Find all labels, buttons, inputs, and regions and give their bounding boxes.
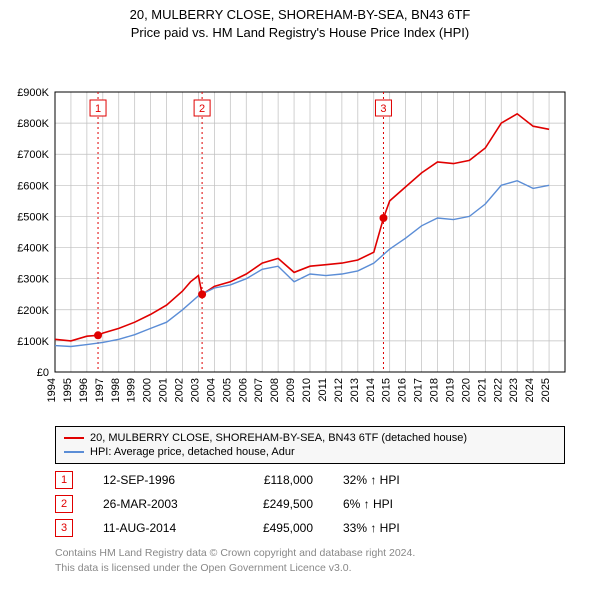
svg-text:2009: 2009 [285, 378, 297, 402]
marker-number: 3 [55, 519, 73, 537]
svg-text:£100K: £100K [17, 336, 49, 348]
svg-text:2011: 2011 [317, 378, 329, 402]
svg-text:1999: 1999 [126, 378, 138, 402]
svg-text:£500K: £500K [17, 212, 49, 224]
transaction-date: 26-MAR-2003 [103, 497, 203, 511]
svg-text:2022: 2022 [492, 378, 504, 402]
svg-text:£800K: £800K [17, 118, 49, 130]
svg-text:2016: 2016 [397, 378, 409, 402]
svg-text:1: 1 [95, 103, 101, 115]
svg-text:2000: 2000 [142, 378, 154, 402]
title-line-1: 20, MULBERRY CLOSE, SHOREHAM-BY-SEA, BN4… [0, 6, 600, 24]
title-line-2: Price paid vs. HM Land Registry's House … [0, 24, 600, 42]
transaction-price: £118,000 [233, 473, 313, 487]
title-block: 20, MULBERRY CLOSE, SHOREHAM-BY-SEA, BN4… [0, 0, 600, 42]
svg-text:2002: 2002 [174, 378, 186, 402]
legend-row-hpi: HPI: Average price, detached house, Adur [64, 445, 556, 459]
transaction-pct: 6% ↑ HPI [343, 497, 433, 511]
svg-text:£700K: £700K [17, 150, 49, 162]
table-row: 1 12-SEP-1996 £118,000 32% ↑ HPI [55, 468, 565, 492]
legend-label-subject: 20, MULBERRY CLOSE, SHOREHAM-BY-SEA, BN4… [90, 432, 467, 444]
svg-text:2024: 2024 [524, 378, 536, 402]
legend-row-subject: 20, MULBERRY CLOSE, SHOREHAM-BY-SEA, BN4… [64, 431, 556, 445]
svg-text:£200K: £200K [17, 305, 49, 317]
transaction-date: 12-SEP-1996 [103, 473, 203, 487]
chart-container: 20, MULBERRY CLOSE, SHOREHAM-BY-SEA, BN4… [0, 0, 600, 576]
legend-label-hpi: HPI: Average price, detached house, Adur [90, 446, 295, 458]
svg-text:2014: 2014 [365, 378, 377, 402]
svg-text:£400K: £400K [17, 243, 49, 255]
legend-swatch-hpi [64, 451, 84, 453]
svg-text:2019: 2019 [444, 378, 456, 402]
legend: 20, MULBERRY CLOSE, SHOREHAM-BY-SEA, BN4… [55, 426, 565, 464]
svg-text:2020: 2020 [460, 378, 472, 402]
svg-text:2005: 2005 [221, 378, 233, 402]
credit-block: Contains HM Land Registry data © Crown c… [55, 546, 565, 575]
svg-text:£300K: £300K [17, 274, 49, 286]
credit-line-2: This data is licensed under the Open Gov… [55, 561, 565, 576]
svg-text:2025: 2025 [540, 378, 552, 402]
svg-text:1997: 1997 [94, 378, 106, 402]
svg-text:2006: 2006 [237, 378, 249, 402]
svg-text:2010: 2010 [301, 378, 313, 402]
chart-svg: £0 £100K £200K £300K £400K £500K £600K £700K £80… [0, 42, 600, 422]
transaction-price: £495,000 [233, 521, 313, 535]
svg-text:2018: 2018 [429, 378, 441, 402]
svg-text:2023: 2023 [508, 378, 520, 402]
marker-number: 1 [55, 471, 73, 489]
svg-text:2003: 2003 [189, 378, 201, 402]
svg-text:1998: 1998 [110, 378, 122, 402]
svg-text:3: 3 [380, 103, 386, 115]
svg-text:£600K: £600K [17, 181, 49, 193]
svg-text:2021: 2021 [476, 378, 488, 402]
svg-text:1996: 1996 [78, 378, 90, 402]
transaction-pct: 32% ↑ HPI [343, 473, 433, 487]
chart: £0 £100K £200K £300K £400K £500K £600K £700K £80… [0, 42, 600, 422]
svg-text:2: 2 [199, 103, 205, 115]
transaction-pct: 33% ↑ HPI [343, 521, 433, 535]
svg-text:2004: 2004 [205, 378, 217, 402]
transaction-date: 11-AUG-2014 [103, 521, 203, 535]
table-row: 3 11-AUG-2014 £495,000 33% ↑ HPI [55, 516, 565, 540]
svg-text:£900K: £900K [17, 87, 49, 99]
svg-text:2015: 2015 [381, 378, 393, 402]
svg-text:2013: 2013 [349, 378, 361, 402]
svg-text:2012: 2012 [333, 378, 345, 402]
credit-line-1: Contains HM Land Registry data © Crown c… [55, 546, 565, 561]
svg-text:2008: 2008 [269, 378, 281, 402]
legend-swatch-subject [64, 437, 84, 439]
transaction-price: £249,500 [233, 497, 313, 511]
svg-text:2001: 2001 [158, 378, 170, 402]
svg-text:1995: 1995 [62, 378, 74, 402]
svg-text:1994: 1994 [46, 378, 58, 402]
svg-text:2017: 2017 [413, 378, 425, 402]
transactions-table: 1 12-SEP-1996 £118,000 32% ↑ HPI 2 26-MA… [55, 468, 565, 540]
table-row: 2 26-MAR-2003 £249,500 6% ↑ HPI [55, 492, 565, 516]
svg-text:£0: £0 [37, 367, 49, 379]
svg-text:2007: 2007 [253, 378, 265, 402]
marker-number: 2 [55, 495, 73, 513]
